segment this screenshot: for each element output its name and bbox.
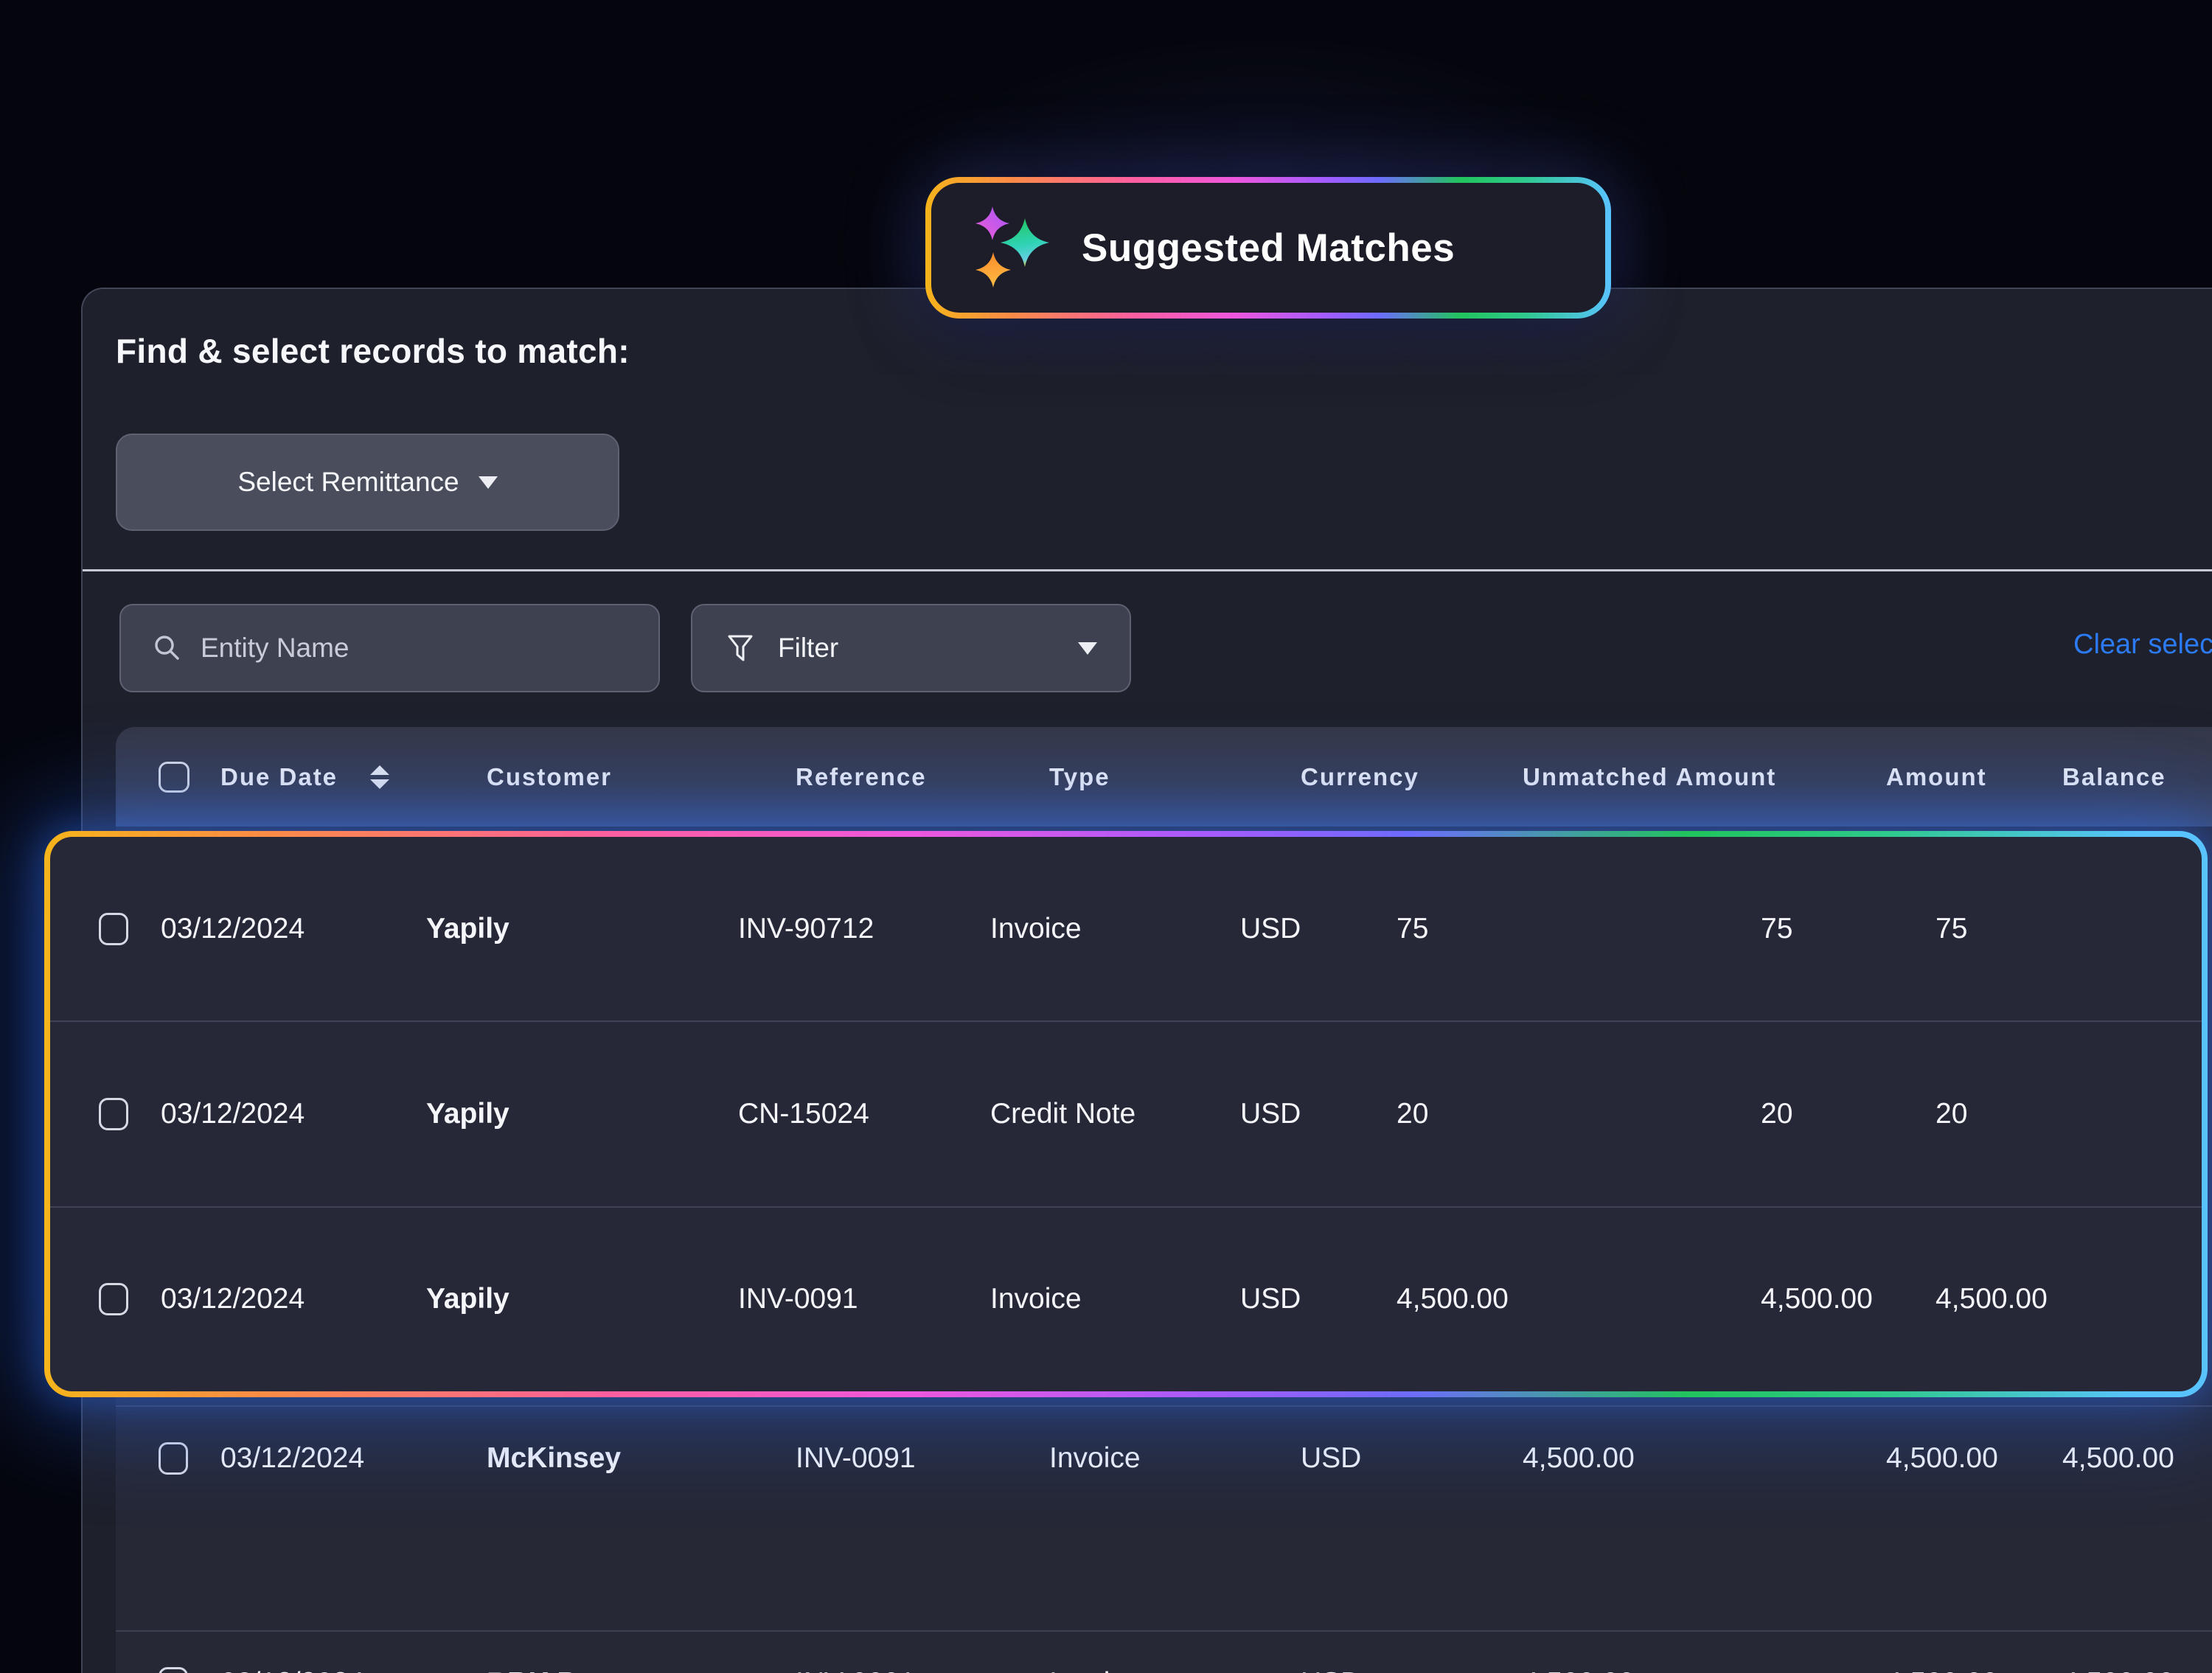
column-header-customer: Customer: [487, 762, 613, 790]
cell-balance: 4,500.00: [2062, 1442, 2174, 1474]
column-header-due-date[interactable]: Due Date: [220, 763, 487, 791]
cell-due-date: 03/12/2024: [161, 912, 305, 945]
cell-currency: USD: [1240, 1283, 1301, 1315]
cell-unmatched-amount: 4,500.00: [1523, 1667, 1886, 1673]
section-divider: [83, 569, 2212, 571]
header-checkbox-cell: [116, 761, 220, 793]
sort-icon[interactable]: [370, 765, 390, 789]
cell-reference: CN-15024: [738, 1097, 869, 1130]
row-checkbox[interactable]: [159, 1442, 188, 1475]
search-icon: [155, 636, 179, 660]
cell-balance: 4,500.00: [1935, 1283, 2048, 1315]
cell-customer: Yapily: [426, 1097, 509, 1130]
column-header-unmatched-amount: Unmatched Amount: [1523, 762, 1777, 790]
table-row[interactable]: 03/12/2024 McKinsey INV-0091 Invoice USD…: [116, 1405, 2212, 1630]
cell-reference: INV-0091: [796, 1442, 916, 1474]
cell-type: Credit Note: [990, 1097, 1136, 1130]
cell-customer: RBK Payments: [487, 1667, 796, 1673]
row-checkbox[interactable]: [99, 1283, 128, 1316]
column-header-amount: Amount: [1886, 762, 1987, 790]
cell-due-date: 03/12/2024: [161, 1097, 305, 1130]
cell-type: Invoice: [990, 1283, 1082, 1315]
select-all-checkbox[interactable]: [159, 761, 189, 793]
cell-due-date: 03/12/2024: [220, 1442, 365, 1474]
cell-customer: McKinsey: [487, 1442, 622, 1474]
table-controls-row: Entity Name Filter Clear selection: [83, 604, 2212, 692]
chevron-down-icon: [1078, 641, 1097, 655]
search-placeholder: Entity Name: [201, 633, 349, 663]
cell-currency: USD: [1240, 912, 1301, 945]
column-header-type: Type: [1049, 762, 1110, 790]
page-title: Find & select records to match:: [116, 332, 630, 370]
column-header-balance: Balance: [2062, 762, 2166, 790]
row-checkbox[interactable]: [99, 912, 128, 945]
cell-currency: USD: [1301, 1442, 1362, 1474]
cell-unmatched-amount: 4,500.00: [1523, 1442, 1635, 1474]
cell-unmatched-amount: 20: [1397, 1097, 1429, 1130]
filter-dropdown-button[interactable]: Filter: [691, 604, 1131, 692]
cell-balance: 20: [1935, 1097, 1968, 1130]
cell-amount: 20: [1761, 1097, 1793, 1130]
cell-amount: 4,500.00: [1761, 1283, 1873, 1315]
cell-type: Invoice: [990, 912, 1082, 945]
cell-reference: INV-0091: [738, 1283, 858, 1315]
cell-amount: 4,500.00: [1886, 1667, 2062, 1673]
table-row-highlighted[interactable]: 03/12/2024 Yapily INV-0091 Invoice USD 4…: [50, 1206, 2202, 1391]
entity-search-input[interactable]: Entity Name: [119, 604, 660, 692]
cell-reference: INV-0091: [796, 1667, 1049, 1673]
sparkles-icon: [975, 206, 1049, 288]
badge-title: Suggested Matches: [1082, 226, 1455, 270]
column-header-reference: Reference: [796, 762, 927, 790]
cell-reference: INV-90712: [738, 912, 874, 945]
filter-label: Filter: [778, 633, 839, 663]
cell-due-date: 03/12/2024: [161, 1283, 305, 1315]
clear-selection-link[interactable]: Clear selection: [2073, 629, 2212, 660]
cell-unmatched-amount: 75: [1397, 912, 1429, 945]
cell-amount: 4,500.00: [1886, 1442, 1998, 1474]
cell-unmatched-amount: 4,500.00: [1397, 1283, 1509, 1315]
row-checkbox[interactable]: [159, 1667, 188, 1673]
cell-type: Invoice: [1049, 1667, 1301, 1673]
cell-currency: USD: [1301, 1667, 1523, 1673]
column-header-currency: Currency: [1301, 762, 1419, 790]
match-records-panel: Find & select records to match: Select R…: [44, 288, 2212, 1673]
cell-amount: 75: [1761, 912, 1793, 945]
table-row[interactable]: 03/12/2024 RBK Payments INV-0091 Invoice…: [116, 1630, 2212, 1673]
table-row-highlighted[interactable]: 03/12/2024 Yapily INV-90712 Invoice USD …: [50, 837, 2202, 1020]
cell-balance: 4,500.00: [2062, 1667, 2212, 1673]
row-checkbox[interactable]: [99, 1097, 128, 1130]
table-header-row: Due Date Customer Reference Type Currenc…: [116, 727, 2212, 827]
cell-customer: Yapily: [426, 912, 509, 945]
suggested-matches-card: 03/12/2024 Yapily INV-90712 Invoice USD …: [44, 831, 2208, 1397]
cell-type: Invoice: [1049, 1442, 1141, 1474]
filter-funnel-icon: [728, 635, 753, 661]
select-remittance-label: Select Remittance: [237, 467, 459, 497]
table-row-highlighted[interactable]: 03/12/2024 Yapily CN-15024 Credit Note U…: [50, 1020, 2202, 1206]
cell-due-date: 03/12/2024: [220, 1667, 487, 1673]
chevron-down-icon: [478, 476, 498, 489]
cell-customer: Yapily: [426, 1283, 509, 1315]
suggested-matches-badge: Suggested Matches: [925, 177, 1611, 319]
cell-currency: USD: [1240, 1097, 1301, 1130]
select-remittance-button[interactable]: Select Remittance: [116, 434, 619, 531]
cell-balance: 75: [1935, 912, 1968, 945]
